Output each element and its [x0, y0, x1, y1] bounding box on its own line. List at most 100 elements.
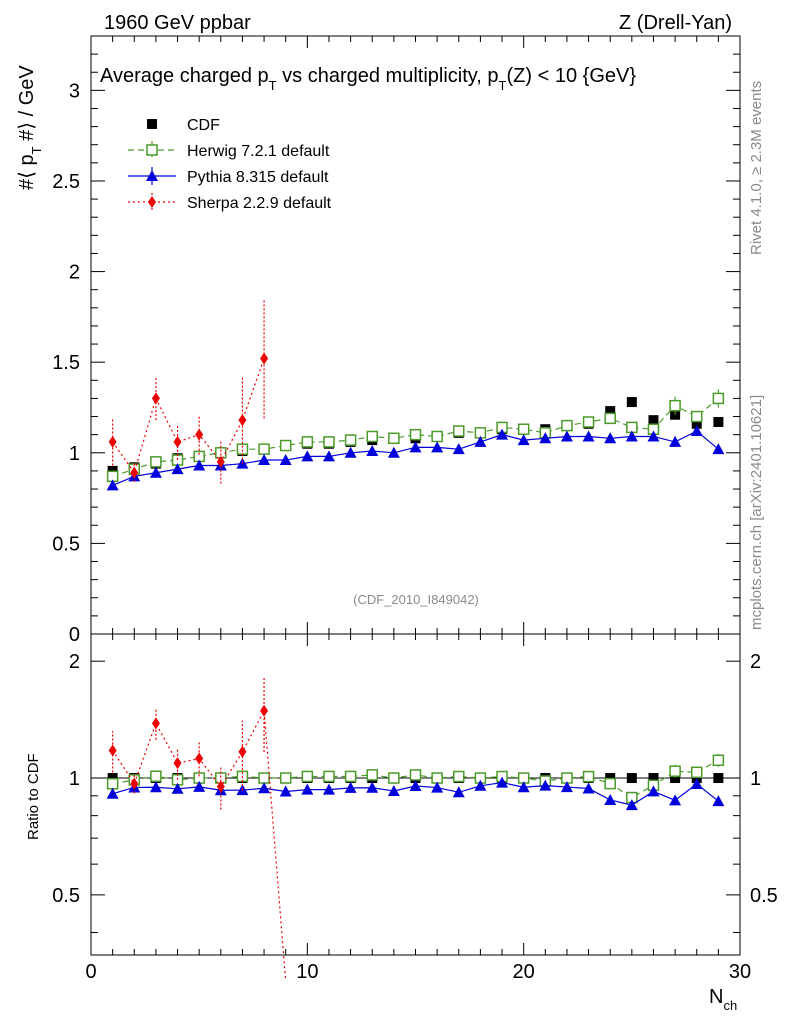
pythia-ratio-point [322, 783, 335, 795]
pythia-point [431, 441, 444, 453]
legend-sherpa-marker [148, 196, 156, 208]
cdf-ratio-point [648, 773, 659, 784]
herwig-ratio-point [388, 772, 400, 784]
pythia-ratio-point [496, 776, 509, 788]
y-tick-label: 2.5 [52, 171, 80, 193]
legend-pythia-marker [146, 170, 158, 181]
x-axis-label: Nch [709, 986, 737, 1013]
ratio-y-tick-label: 0.5 [52, 885, 80, 907]
herwig-point [604, 412, 616, 425]
x-tick-label: 10 [296, 961, 318, 983]
pythia-ratio-point [712, 795, 725, 807]
ratio-plot-frame [90, 633, 741, 956]
pythia-point [474, 435, 487, 447]
y-tick-label: 0 [69, 624, 80, 646]
legend-cdf-label: CDF [187, 117, 220, 134]
herwig-ratio-point [409, 769, 422, 781]
y-tick-label: 1 [69, 443, 80, 465]
herwig-ratio-point [453, 770, 465, 783]
pythia-ratio-point [560, 781, 573, 793]
x-tick-label: 0 [85, 961, 96, 983]
y-tick-label: 1.5 [52, 352, 80, 374]
pythia-point [625, 430, 638, 442]
cdf-ratio-point [713, 773, 724, 784]
pythia-ratio-point [258, 782, 271, 794]
pythia-ratio-point [604, 793, 617, 805]
pythia-ratio-point [647, 785, 660, 797]
legend-pythia-label: Pythia 8.315 default [187, 169, 329, 186]
cdf-point [626, 397, 637, 408]
pythia-point [604, 432, 617, 444]
herwig-point [409, 428, 422, 441]
herwig-point [690, 410, 703, 423]
herwig-ratio-point [431, 772, 443, 784]
pythia-ratio-point [301, 783, 314, 795]
pythia-point [193, 459, 206, 471]
cdf-point [691, 418, 702, 429]
ratio-y-tick-label: 1 [69, 768, 80, 790]
rivet-version-label: Rivet 4.1.0, ≥ 2.3M events [748, 81, 765, 255]
herwig-point [279, 439, 292, 452]
herwig-point [388, 432, 400, 445]
cdf-point [605, 406, 616, 417]
pythia-ratio-point [539, 779, 552, 791]
pythia-ratio-point [582, 782, 595, 794]
sherpa-ratio-point [216, 780, 225, 793]
ratio-y-tick-label-right: 1 [750, 768, 761, 790]
pythia-ratio-point [625, 799, 638, 811]
sherpa-point [195, 428, 204, 441]
x-tick-label: 20 [513, 961, 535, 983]
pythia-point [344, 446, 357, 458]
ratio-y-axis-label: Ratio to CDF [25, 753, 42, 840]
sherpa-point [173, 435, 182, 448]
pythia-point [690, 425, 703, 437]
y-tick-label: 2 [69, 262, 80, 284]
legend-cdf-marker [147, 119, 157, 129]
herwig-point [561, 419, 573, 432]
herwig-ratio-point [106, 777, 119, 790]
ratio-y-tick-label-right: 2 [750, 651, 761, 673]
herwig-point [344, 434, 357, 446]
sherpa-ratio-point [238, 745, 247, 758]
mcplots-citation-label: mcplots.cern.ch [arXiv:2401.10621] [748, 395, 765, 630]
pythia-point [366, 444, 379, 456]
herwig-ratio-point [582, 770, 595, 783]
cdf-point [713, 416, 724, 427]
header-process-label: Z (Drell-Yan) [619, 12, 732, 34]
sherpa-point [216, 455, 225, 468]
pythia-point [582, 430, 595, 442]
y-tick-label: 3 [69, 80, 80, 102]
pythia-ratio-point [431, 781, 444, 793]
herwig-ratio-point [366, 769, 378, 781]
herwig-ratio-point [323, 770, 335, 783]
herwig-ratio-point [669, 765, 681, 777]
herwig-ratio-point [712, 754, 725, 767]
cdf-ratio-point [626, 773, 637, 784]
sherpa-ratio-point [130, 777, 139, 790]
herwig-line [112, 397, 719, 477]
sherpa-point [238, 414, 247, 427]
pythia-ratio-point [474, 779, 487, 791]
herwig-point [150, 456, 162, 468]
herwig-point [258, 443, 270, 455]
herwig-point [301, 436, 314, 448]
pythia-point [409, 441, 422, 453]
pythia-point [106, 479, 119, 491]
pythia-point [258, 454, 271, 466]
sherpa-point [260, 352, 269, 365]
pythia-point [171, 463, 184, 475]
sherpa-ratio-point [260, 704, 269, 717]
herwig-point [517, 423, 530, 435]
legend-herwig-marker [146, 144, 158, 156]
pythia-ratio-point [517, 781, 530, 793]
sherpa-ratio-point [195, 752, 204, 765]
pythia-ratio-point [344, 781, 357, 793]
plot-title: Average charged pT vs charged multiplici… [100, 65, 636, 93]
pythia-point [387, 446, 400, 458]
ratio-series-sherpa [108, 677, 287, 982]
pythia-point [517, 434, 530, 446]
pythia-point [712, 443, 725, 455]
pythia-ratio-point [106, 787, 119, 799]
herwig-ratio-point [344, 770, 357, 783]
